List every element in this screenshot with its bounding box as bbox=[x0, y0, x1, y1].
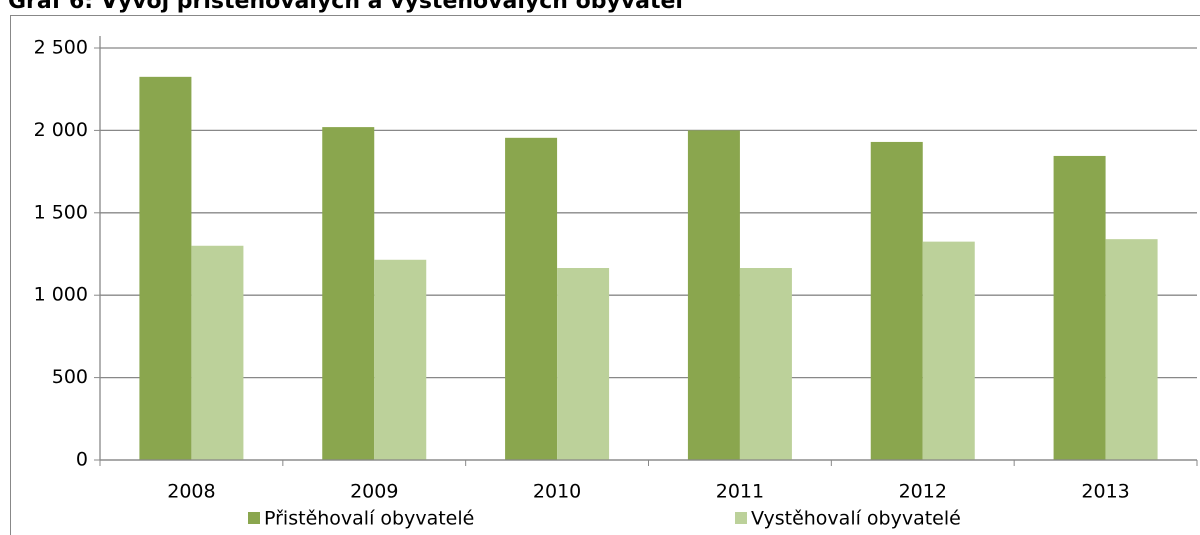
legend-label: Přistěhovalí obyvatelé bbox=[264, 508, 474, 530]
x-tick-label: 2011 bbox=[716, 481, 764, 503]
bar bbox=[374, 259, 427, 460]
x-tick-label: 2009 bbox=[350, 481, 398, 503]
bar bbox=[870, 141, 923, 460]
legend-swatch bbox=[735, 512, 747, 524]
y-tick-label: 500 bbox=[52, 366, 88, 388]
y-tick-label: 2 500 bbox=[34, 37, 88, 59]
legend-label: Vystěhovalí obyvatelé bbox=[751, 508, 961, 530]
bar bbox=[1105, 239, 1158, 460]
y-tick-label: 0 bbox=[76, 449, 88, 471]
bar bbox=[139, 76, 192, 460]
x-tick-label: 2013 bbox=[1081, 481, 1129, 503]
legend-swatch bbox=[248, 512, 260, 524]
x-tick-label: 2010 bbox=[533, 481, 581, 503]
bar bbox=[739, 268, 792, 460]
bar bbox=[922, 241, 975, 460]
bar bbox=[191, 245, 244, 460]
x-tick-label: 2012 bbox=[899, 481, 947, 503]
y-tick-label: 1 500 bbox=[34, 201, 88, 223]
y-tick-label: 1 000 bbox=[34, 284, 88, 306]
bar bbox=[505, 137, 558, 461]
x-tick-label: 2008 bbox=[167, 481, 215, 503]
bar bbox=[322, 127, 375, 460]
y-tick-label: 2 000 bbox=[34, 119, 88, 141]
chart-title: Graf 6: Vývoj přistěhovalých a vystěhova… bbox=[8, 0, 683, 14]
bar bbox=[557, 268, 610, 460]
bar bbox=[687, 130, 740, 460]
bar bbox=[1053, 155, 1106, 460]
